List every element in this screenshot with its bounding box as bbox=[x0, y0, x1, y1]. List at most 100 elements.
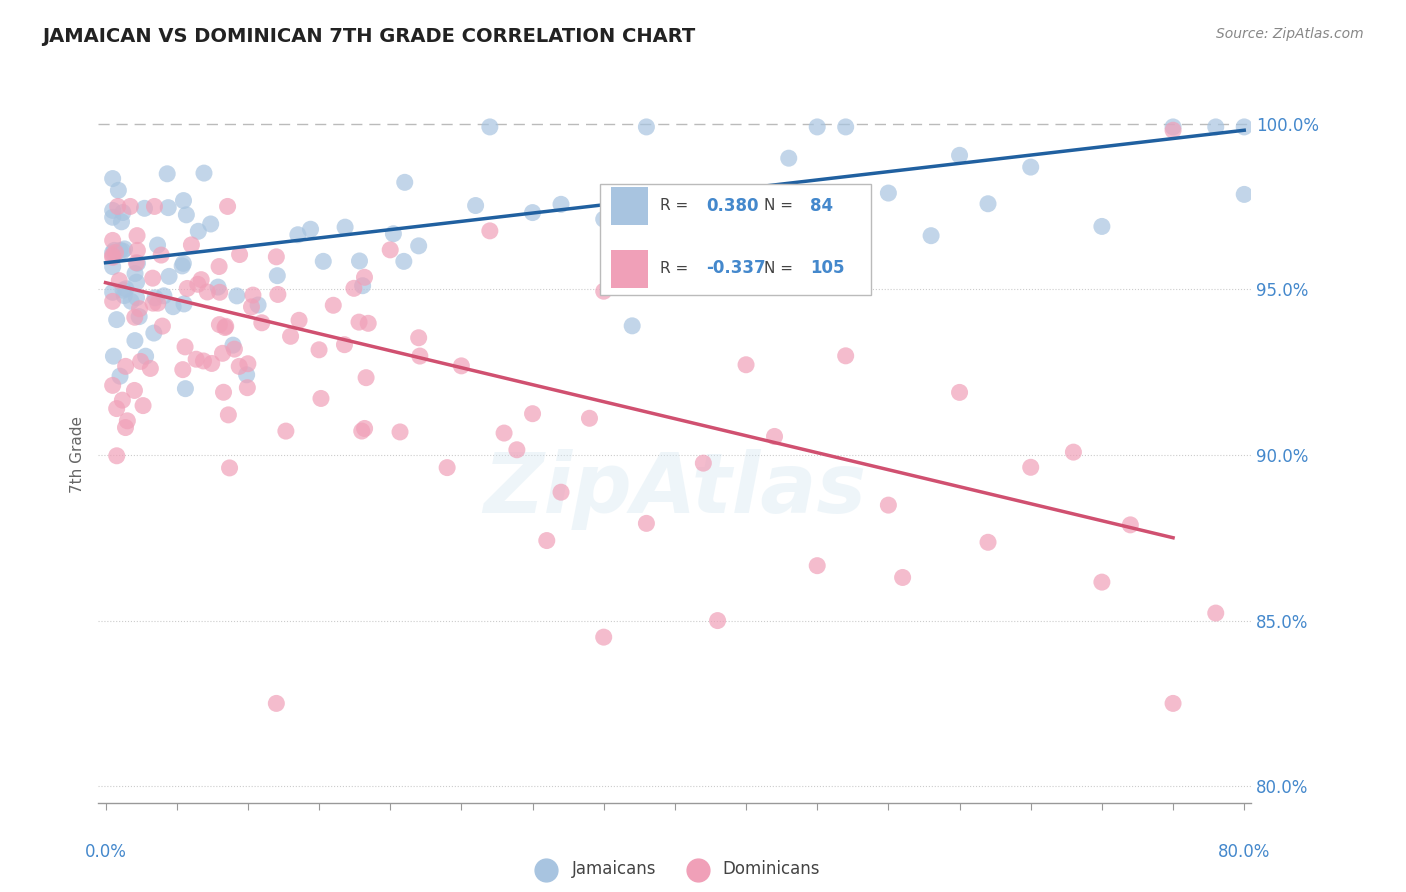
Point bbox=[114, 242, 136, 256]
Point bbox=[1119, 517, 1142, 532]
Point bbox=[834, 349, 856, 363]
Point bbox=[240, 300, 263, 314]
Point bbox=[101, 245, 124, 260]
Point bbox=[103, 244, 125, 258]
Point bbox=[162, 300, 184, 314]
Point bbox=[172, 256, 194, 270]
Point bbox=[735, 358, 758, 372]
Point bbox=[124, 267, 146, 281]
Point bbox=[250, 316, 273, 330]
Point bbox=[101, 234, 124, 248]
Point bbox=[267, 287, 290, 301]
Point bbox=[333, 337, 356, 351]
Point bbox=[592, 630, 614, 644]
Point bbox=[150, 248, 173, 262]
Point bbox=[207, 280, 229, 294]
Text: -0.337: -0.337 bbox=[706, 260, 766, 277]
Point bbox=[352, 278, 374, 293]
Point bbox=[128, 310, 150, 324]
Point bbox=[1019, 160, 1042, 174]
Point bbox=[172, 259, 194, 273]
Point bbox=[735, 187, 758, 202]
Point bbox=[111, 283, 134, 297]
Point bbox=[104, 245, 127, 260]
Point bbox=[180, 238, 202, 252]
Point bbox=[125, 291, 148, 305]
Point bbox=[288, 313, 311, 327]
Point bbox=[312, 254, 335, 268]
Point bbox=[977, 535, 1000, 549]
Point bbox=[948, 148, 970, 162]
Point bbox=[200, 217, 222, 231]
Point bbox=[1233, 120, 1256, 134]
Point bbox=[208, 318, 231, 332]
Text: ZipAtlas: ZipAtlas bbox=[484, 450, 866, 530]
Point bbox=[212, 385, 235, 400]
Point bbox=[176, 281, 198, 295]
Point bbox=[157, 201, 180, 215]
Point bbox=[242, 288, 264, 302]
Point bbox=[146, 238, 169, 252]
Legend: Jamaicans, Dominicans: Jamaicans, Dominicans bbox=[523, 854, 827, 885]
Point bbox=[190, 273, 212, 287]
Point bbox=[347, 315, 370, 329]
Point bbox=[208, 285, 231, 300]
Point bbox=[1161, 123, 1184, 137]
Point bbox=[218, 461, 240, 475]
Point bbox=[120, 294, 142, 309]
Point bbox=[235, 368, 257, 382]
Point bbox=[408, 239, 430, 253]
Point bbox=[392, 254, 415, 268]
Point bbox=[101, 211, 124, 225]
Point bbox=[1161, 120, 1184, 134]
Point bbox=[128, 301, 150, 316]
Point bbox=[225, 289, 247, 303]
Point bbox=[664, 263, 686, 277]
Point bbox=[108, 274, 131, 288]
Point bbox=[877, 186, 900, 200]
Point bbox=[436, 460, 458, 475]
Point bbox=[834, 120, 856, 134]
Point bbox=[522, 407, 544, 421]
FancyBboxPatch shape bbox=[612, 187, 648, 226]
Point bbox=[217, 199, 239, 213]
Point bbox=[157, 269, 180, 284]
Point bbox=[142, 271, 165, 285]
Point bbox=[173, 297, 195, 311]
Point bbox=[120, 199, 142, 213]
Point bbox=[308, 343, 330, 357]
Point bbox=[176, 208, 198, 222]
Point bbox=[920, 228, 942, 243]
Point bbox=[536, 533, 558, 548]
Point bbox=[211, 346, 233, 360]
Point bbox=[578, 411, 600, 425]
Point bbox=[664, 201, 686, 215]
Point bbox=[877, 498, 900, 512]
Point bbox=[129, 354, 152, 368]
Point bbox=[124, 384, 146, 398]
Point bbox=[101, 285, 124, 300]
Point bbox=[105, 312, 128, 326]
Point bbox=[350, 424, 373, 438]
Text: N =: N = bbox=[763, 261, 797, 276]
Point bbox=[195, 285, 218, 299]
Point bbox=[101, 203, 124, 218]
Point bbox=[201, 356, 224, 370]
Point bbox=[214, 320, 236, 334]
Point bbox=[224, 342, 246, 356]
Point bbox=[105, 449, 128, 463]
Point bbox=[280, 329, 302, 343]
Point bbox=[343, 281, 366, 295]
Point bbox=[353, 421, 375, 435]
Point bbox=[763, 429, 786, 443]
Point bbox=[215, 319, 238, 334]
Point bbox=[132, 399, 155, 413]
Point bbox=[349, 254, 371, 268]
Point bbox=[353, 270, 375, 285]
Point bbox=[187, 277, 209, 292]
Text: 80.0%: 80.0% bbox=[1218, 843, 1271, 861]
Point bbox=[135, 349, 157, 363]
Point bbox=[156, 167, 179, 181]
Text: 0.380: 0.380 bbox=[706, 197, 758, 215]
Point bbox=[187, 224, 209, 238]
